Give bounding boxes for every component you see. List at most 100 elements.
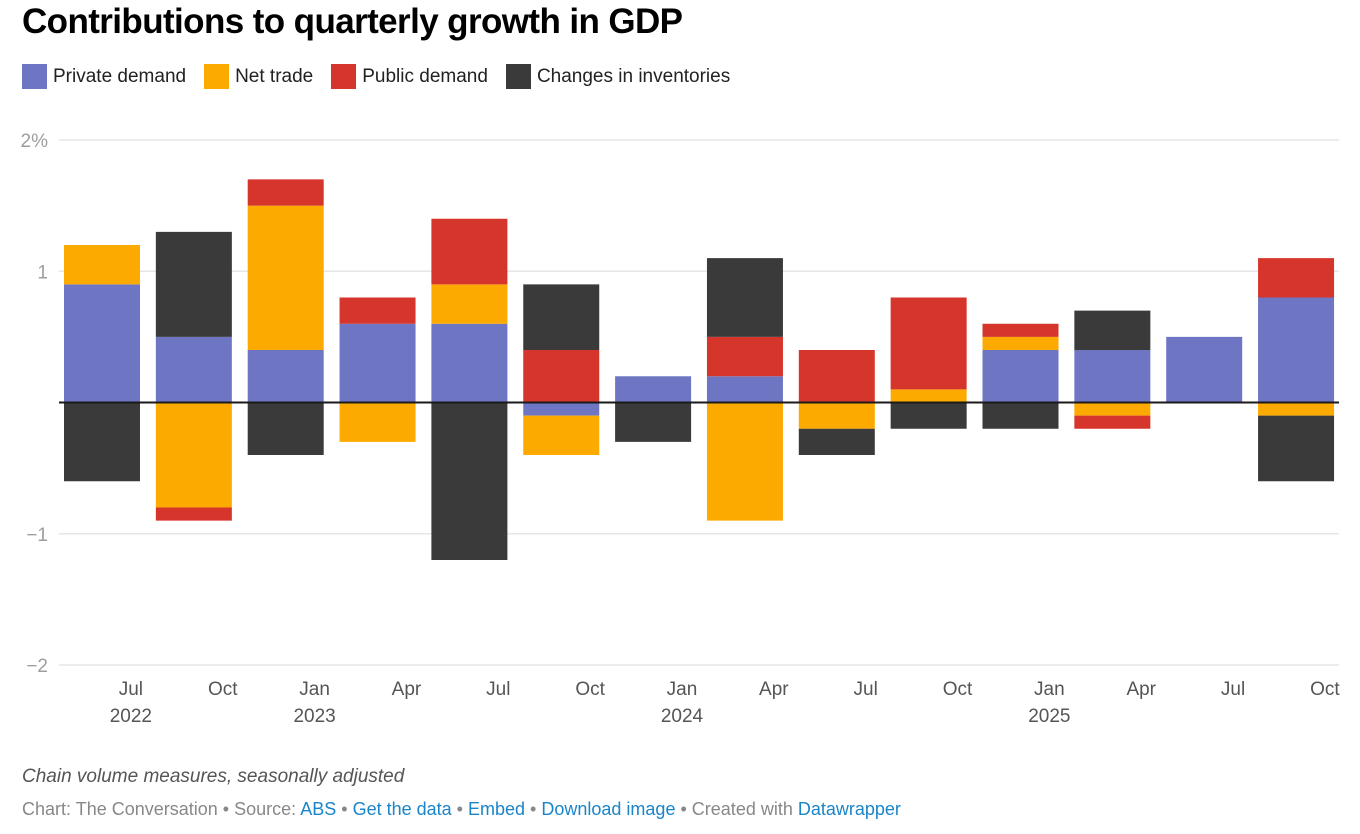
bar-segment-changes-in-inventories — [1258, 415, 1335, 482]
y-tick-label: 1 — [37, 262, 48, 283]
x-tick-month: Jan — [299, 679, 330, 700]
bar-segment-changes-in-inventories — [798, 428, 875, 455]
bar-segment-private-demand — [247, 350, 324, 403]
bar-segment-net-trade — [155, 402, 232, 508]
stacked-bar-chart: 2% 1 −1 −2 Jul 2022 Oct Jan 2023 Apr Jul Oct Jan 202… — [21, 131, 1341, 727]
separator: • — [341, 799, 348, 819]
bar-stack — [64, 245, 140, 482]
bar-segment-public-demand — [431, 218, 508, 285]
bar-stack — [615, 376, 692, 442]
bar-segment-private-demand — [155, 336, 232, 403]
bar-segment-changes-in-inventories — [982, 402, 1059, 429]
legend-item-net-trade: Net trade — [204, 64, 313, 89]
separator: • — [222, 799, 230, 819]
x-tick-year: 2024 — [661, 706, 704, 727]
bar-segment-private-demand — [1258, 297, 1335, 403]
bar-segment-net-trade — [247, 205, 324, 350]
y-axis: 2% 1 −1 −2 — [21, 131, 49, 677]
bar-segment-net-trade — [982, 336, 1059, 350]
bar-segment-net-trade — [339, 402, 416, 442]
x-tick-month: Jul — [854, 679, 878, 700]
bar-segment-private-demand — [339, 323, 416, 403]
bar-segment-private-demand — [523, 402, 600, 416]
bar-segment-net-trade — [890, 389, 967, 403]
bar-segment-changes-in-inventories — [1074, 310, 1151, 350]
bar-segment-net-trade — [64, 245, 140, 285]
x-tick-year: 2025 — [1028, 706, 1070, 727]
x-tick-month: Jul — [119, 679, 143, 700]
bar-segment-private-demand — [615, 376, 692, 403]
x-tick-month: Oct — [1310, 679, 1340, 700]
y-tick-label: 2% — [21, 131, 49, 152]
bar-stack — [1258, 258, 1335, 482]
bar-segment-changes-in-inventories — [706, 258, 783, 337]
x-tick-year: 2023 — [293, 706, 335, 727]
x-tick-month: Jan — [667, 679, 698, 700]
bar-stack — [798, 350, 875, 455]
x-tick-month: Apr — [759, 679, 789, 700]
chart-credit: Chart: The Conversation — [22, 799, 218, 819]
chart-title: Contributions to quarterly growth in GDP — [22, 2, 683, 41]
bar-segment-public-demand — [247, 179, 324, 206]
legend-label: Public demand — [362, 65, 488, 87]
bar-stack — [706, 258, 783, 521]
chart-footer: Chart: The Conversation • Source: ABS • … — [22, 799, 901, 820]
bar-stack — [523, 284, 600, 455]
bar-segment-public-demand — [798, 350, 875, 403]
x-tick-month: Apr — [392, 679, 422, 700]
bar-stack — [982, 323, 1059, 429]
legend-swatch-private-demand — [22, 64, 47, 89]
y-tick-label: −2 — [26, 656, 48, 677]
x-tick-month: Jul — [1221, 679, 1245, 700]
bar-segment-changes-in-inventories — [523, 284, 600, 350]
separator: • — [680, 799, 687, 819]
legend-swatch-net-trade — [204, 64, 230, 89]
bar-segment-changes-in-inventories — [155, 231, 232, 337]
embed-link[interactable]: Embed — [467, 799, 526, 819]
x-tick-month: Jul — [486, 679, 510, 700]
bar-segment-net-trade — [798, 402, 875, 429]
bar-segment-private-demand — [64, 284, 140, 403]
source-link[interactable]: ABS — [300, 799, 337, 819]
created-with-text: Created with — [691, 799, 793, 819]
x-tick-month: Oct — [208, 679, 238, 700]
bar-stack — [1166, 336, 1243, 403]
bar-stack — [247, 179, 324, 455]
bar-segment-changes-in-inventories — [890, 402, 967, 429]
source-prefix: Source: — [234, 799, 297, 819]
bar-segment-net-trade — [1074, 402, 1151, 416]
bar-segment-net-trade — [431, 284, 508, 324]
legend-item-private-demand: Private demand — [22, 64, 186, 89]
bar-segment-private-demand — [982, 350, 1059, 403]
bar-segment-private-demand — [1166, 336, 1243, 403]
legend-label: Net trade — [235, 65, 314, 87]
x-tick-month: Oct — [575, 679, 605, 700]
bar-segment-public-demand — [339, 297, 416, 324]
chart-notes: Chain volume measures, seasonally adjust… — [22, 766, 405, 787]
bars — [64, 179, 1335, 560]
legend: Private demand Net trade Public demand C… — [22, 64, 748, 89]
bar-segment-public-demand — [1074, 415, 1151, 429]
bar-segment-changes-in-inventories — [615, 402, 692, 442]
bar-stack — [431, 218, 508, 560]
bar-stack — [1074, 310, 1151, 429]
bar-segment-public-demand — [890, 297, 967, 390]
legend-item-public-demand: Public demand — [331, 64, 488, 89]
bar-segment-net-trade — [1258, 402, 1335, 416]
bar-stack — [890, 297, 967, 429]
bar-stack — [155, 231, 232, 521]
separator: • — [456, 799, 463, 819]
legend-item-changes-in-inventories: Changes in inventories — [505, 64, 730, 89]
datawrapper-link[interactable]: Datawrapper — [797, 799, 901, 819]
bar-segment-private-demand — [431, 323, 508, 403]
bar-segment-changes-in-inventories — [431, 402, 508, 560]
bar-segment-public-demand — [155, 507, 232, 521]
get-the-data-link[interactable]: Get the data — [352, 799, 452, 819]
bar-segment-private-demand — [706, 376, 783, 403]
download-image-link[interactable]: Download image — [541, 799, 676, 819]
legend-swatch-public-demand — [331, 64, 357, 89]
bar-segment-public-demand — [982, 323, 1059, 337]
legend-swatch-changes-in-inventories — [505, 64, 531, 89]
x-tick-month: Oct — [943, 679, 973, 700]
bar-segment-changes-in-inventories — [64, 402, 140, 482]
